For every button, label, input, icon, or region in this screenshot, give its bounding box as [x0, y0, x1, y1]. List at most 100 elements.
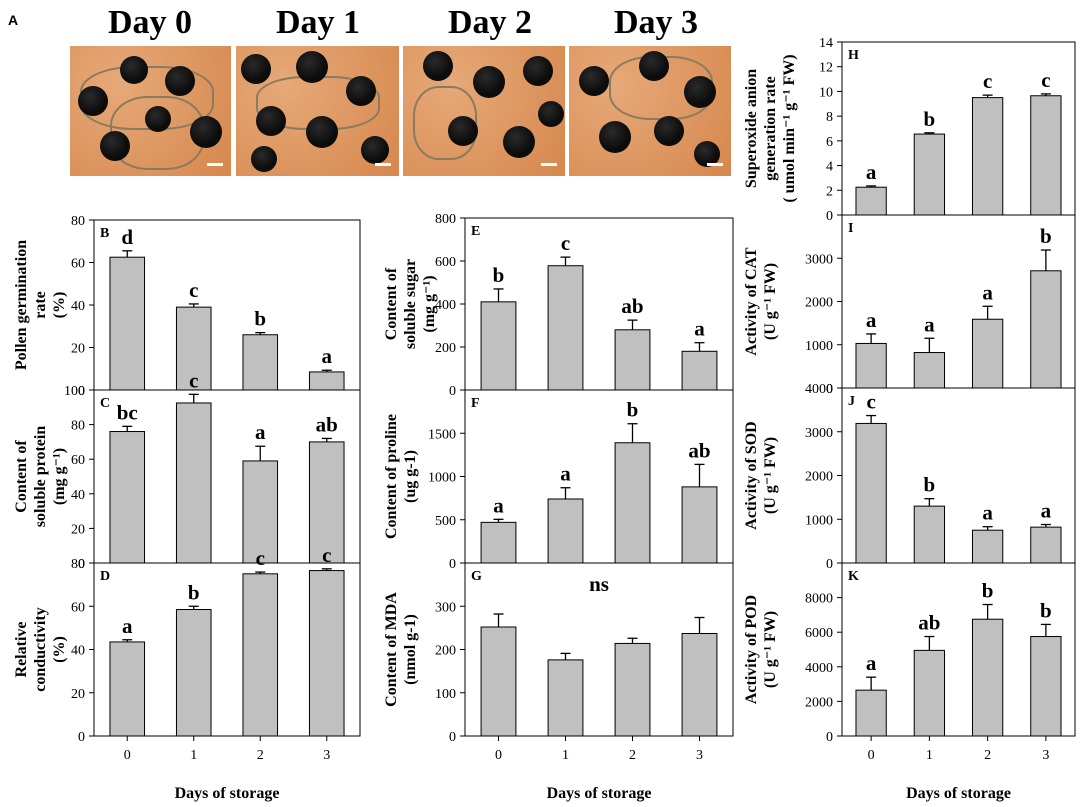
- chart-d-ytick-label-1: 20: [71, 687, 85, 702]
- chart-f-ylabel-line-0: Content of proline: [383, 414, 400, 539]
- chart-b-ytick-label-2: 40: [71, 299, 85, 314]
- chart-d-ylabel-line-0: Relative: [13, 622, 30, 678]
- chart-g-xtick-label-0: 0: [495, 748, 502, 763]
- chart-f-ytick-label-3: 1500: [428, 427, 456, 442]
- chart-g-xtick-label-2: 2: [629, 748, 636, 763]
- chart-e-bar-2: [614, 329, 651, 391]
- chart-e-ytick-label-3: 600: [435, 255, 456, 270]
- chart-e-bar-1: [547, 265, 584, 391]
- chart-f-sig-letter-1: a: [560, 462, 571, 486]
- chart-e-sig-letter-3: a: [694, 317, 705, 341]
- chart-c-ylabel-line-0: Content of: [13, 440, 30, 513]
- chart-b-ytick-label-4: 80: [71, 214, 85, 229]
- chart-j-panel-letter: J: [848, 394, 855, 409]
- chart-e-ytick-label-1: 200: [435, 341, 456, 356]
- chart-c-ytick-label-2: 40: [71, 488, 85, 503]
- chart-f-bar-1: [547, 498, 584, 564]
- chart-f-sig-letter-3: ab: [688, 438, 710, 462]
- chart-i-sig-letter-3: b: [1040, 224, 1052, 248]
- chart-i-ytick-label-0: 0: [826, 382, 833, 397]
- chart-d-ylabel-line-1: conductivity: [32, 607, 49, 691]
- chart-b-ytick-label-3: 60: [71, 257, 85, 272]
- chart-e-ylabel-line-2: (mg g⁻¹): [421, 275, 438, 332]
- chart-c-bar-0: [109, 431, 146, 564]
- chart-j-ytick-label-2: 2000: [805, 470, 833, 485]
- chart-i-bar-2: [971, 318, 1004, 389]
- chart-b-sig-letter-0: d: [121, 225, 133, 249]
- chart-b-ylabel-line-1: rate: [32, 291, 49, 319]
- chart-d-ylabel-line-2: (%): [51, 636, 68, 663]
- chart-d-ytick-label-3: 60: [71, 600, 85, 615]
- chart-d-bar-3: [308, 570, 345, 737]
- chart-d-ytick-label-2: 40: [71, 644, 85, 659]
- chart-d-xtick-label-2: 2: [257, 748, 264, 763]
- chart-b-sig-letter-1: c: [189, 278, 198, 302]
- chart-f-ytick-label-0: 0: [449, 557, 456, 572]
- chart-b-ylabel-line-0: Pollen germination: [13, 240, 30, 370]
- chart-c-sig-letter-1: c: [189, 368, 198, 392]
- chart-c-bar-1: [175, 402, 212, 564]
- chart-g-ylabel-line-0: Content of MDA: [383, 592, 400, 707]
- day-3-label: Day 3: [614, 4, 699, 41]
- chart-f-ytick-label-1: 500: [435, 514, 456, 529]
- chart-h-panel-letter: H: [848, 48, 859, 63]
- chart-j-sig-letter-2: a: [982, 501, 993, 525]
- chart-e-sig-letter-0: b: [493, 263, 505, 287]
- chart-h-sig-letter-2: c: [983, 69, 992, 93]
- chart-g-bar-3: [681, 632, 718, 737]
- chart-c-ytick-label-4: 80: [71, 419, 85, 434]
- chart-b-panel-letter: B: [100, 226, 109, 241]
- chart-h-ytick-label-7: 14: [819, 36, 833, 51]
- chart-j-bar-3: [1030, 526, 1062, 564]
- day-0-label: Day 0: [108, 4, 193, 41]
- chart-f-sig-letter-0: a: [493, 493, 504, 517]
- micrograph-day-1: [236, 46, 399, 176]
- chart-i-ytick-label-1: 1000: [805, 339, 833, 354]
- chart-k-ylabel-line-0: Activity of POD: [743, 595, 760, 704]
- chart-f-ylabel-line-1: (ug g-1): [402, 450, 419, 503]
- chart-h-bar-1: [913, 133, 946, 216]
- chart-g-xtick-label-3: 3: [696, 748, 703, 763]
- chart-e-sig-letter-1: c: [561, 231, 570, 255]
- chart-k-xlabel: Days of storage: [906, 785, 1011, 802]
- chart-d-ytick-label-4: 80: [71, 557, 85, 572]
- chart-j-ylabel-line-0: Activity of SOD: [743, 421, 760, 529]
- chart-f-panel-letter: F: [471, 396, 480, 411]
- chart-i-sig-letter-1: a: [924, 312, 935, 336]
- chart-j-sig-letter-0: c: [866, 390, 875, 414]
- chart-k-bar-1: [913, 649, 946, 737]
- chart-k-ylabel-line-1: (U g⁻¹ FW): [762, 611, 779, 688]
- chart-k-ytick-label-1: 2000: [805, 695, 833, 710]
- chart-k-panel-letter: K: [848, 569, 859, 584]
- chart-g-note: ns: [589, 572, 609, 596]
- chart-d-xlabel: Days of storage: [175, 785, 280, 802]
- chart-i-ylabel-line-1: (U g⁻¹ FW): [762, 263, 779, 340]
- chart-e-bar-0: [480, 301, 517, 391]
- chart-k-bar-0: [855, 689, 887, 737]
- chart-f-bar-2: [614, 442, 651, 564]
- chart-j-bar-1: [913, 505, 946, 564]
- chart-c-ytick-label-3: 60: [71, 453, 85, 468]
- chart-e-sig-letter-2: ab: [621, 294, 643, 318]
- chart-k-sig-letter-3: b: [1040, 598, 1052, 622]
- chart-h-sig-letter-1: b: [924, 107, 936, 131]
- chart-e-bar-3: [681, 350, 718, 391]
- chart-d-sig-letter-2: c: [256, 546, 265, 570]
- chart-g-ytick-label-1: 100: [435, 687, 456, 702]
- chart-h-ytick-label-5: 10: [819, 85, 833, 100]
- chart-k-ytick-label-2: 4000: [805, 661, 833, 676]
- chart-g-ytick-label-3: 300: [435, 600, 456, 615]
- micrograph-day-2: [403, 46, 565, 176]
- chart-k-sig-letter-0: a: [866, 651, 877, 675]
- chart-d-sig-letter-3: c: [322, 543, 331, 567]
- chart-c-sig-letter-0: bc: [117, 400, 138, 424]
- chart-c-sig-letter-3: ab: [316, 412, 338, 436]
- chart-j-ytick-label-3: 3000: [805, 426, 833, 441]
- chart-g-bar-1: [547, 659, 584, 737]
- chart-f-sig-letter-2: b: [627, 398, 639, 422]
- chart-b-bar-1: [175, 306, 212, 391]
- chart-c-panel-letter: C: [100, 396, 110, 411]
- chart-h-bar-3: [1030, 95, 1062, 216]
- chart-g-xtick-label-1: 1: [562, 748, 569, 763]
